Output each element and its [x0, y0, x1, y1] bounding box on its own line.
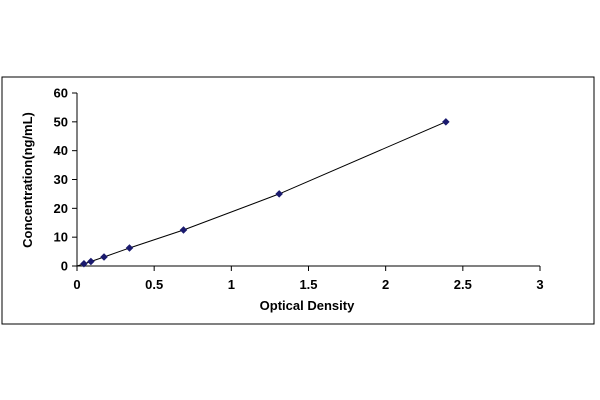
x-tick-label: 3 — [536, 277, 543, 292]
data-point-marker — [100, 253, 108, 261]
data-point-marker — [87, 257, 95, 266]
y-tick-label: 20 — [54, 201, 68, 216]
y-tick-label: 50 — [54, 114, 68, 129]
y-tick-label: 40 — [54, 143, 68, 158]
x-tick-label: 2 — [382, 277, 389, 292]
chart-frame — [1, 76, 595, 325]
y-tick-label: 10 — [54, 230, 68, 245]
data-point-marker — [275, 190, 283, 198]
y-tick-label: 60 — [54, 86, 68, 101]
x-axis: 0 0.5 1 1.5 2 2.5 3 — [73, 265, 544, 292]
y-tick-label: 0 — [61, 259, 68, 274]
data-point-marker — [80, 259, 88, 268]
x-tick-label: 2.5 — [454, 277, 472, 292]
data-point-marker — [442, 118, 450, 126]
x-tick-label: 1 — [228, 277, 235, 292]
data-point-marker — [179, 226, 188, 234]
x-tick-label: 0.5 — [145, 277, 163, 292]
x-axis-title: Optical Density — [260, 298, 355, 313]
data-point-marker — [125, 244, 134, 252]
x-tick-label: 0 — [73, 277, 80, 292]
data-points — [80, 118, 450, 268]
x-tick-label: 1.5 — [299, 277, 317, 292]
y-tick-label: 30 — [54, 172, 68, 187]
y-axis: 0 10 20 30 40 50 60 — [54, 86, 78, 274]
y-axis-title: Concentration(ng/mL) — [20, 112, 35, 248]
